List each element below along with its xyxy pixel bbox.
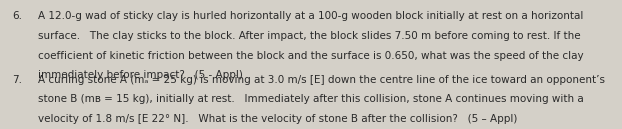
- Text: immediately before impact?   (5 - Appl): immediately before impact? (5 - Appl): [38, 70, 243, 80]
- Text: 6.: 6.: [12, 11, 22, 21]
- Text: stone B (mʙ = 15 kg), initially at rest.   Immediately after this collision, sto: stone B (mʙ = 15 kg), initially at rest.…: [38, 94, 583, 104]
- Text: 7.: 7.: [12, 75, 22, 85]
- Text: surface.   The clay sticks to the block. After impact, the block slides 7.50 m b: surface. The clay sticks to the block. A…: [38, 31, 580, 41]
- Text: A 12.0-g wad of sticky clay is hurled horizontally at a 100-g wooden block initi: A 12.0-g wad of sticky clay is hurled ho…: [38, 11, 583, 21]
- Text: A curling stone A (mₐ = 25 kg) is moving at 3.0 m/s [E] down the centre line of : A curling stone A (mₐ = 25 kg) is moving…: [38, 75, 605, 85]
- Text: velocity of 1.8 m/s [E 22° N].   What is the velocity of stone B after the colli: velocity of 1.8 m/s [E 22° N]. What is t…: [38, 114, 518, 124]
- Text: coefficient of kinetic friction between the block and the surface is 0.650, what: coefficient of kinetic friction between …: [38, 51, 583, 61]
